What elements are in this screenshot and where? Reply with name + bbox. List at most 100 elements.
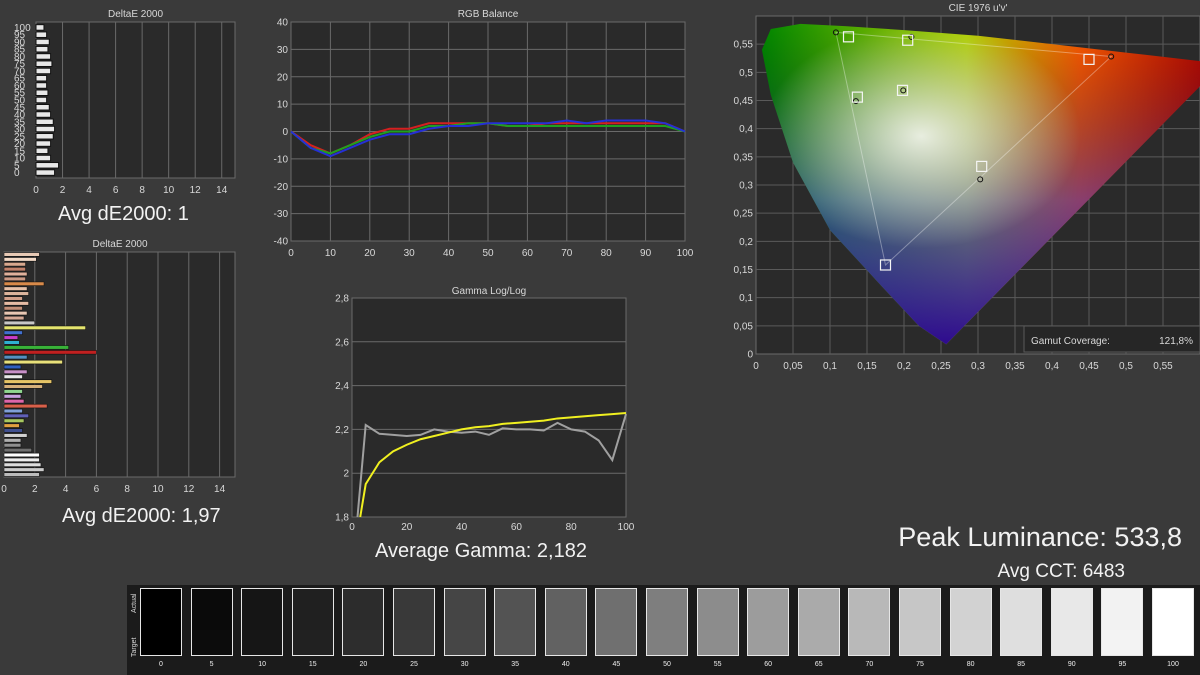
grayscale-swatch (848, 588, 891, 630)
bar (35, 103, 50, 111)
x-tick-label: 100 (618, 522, 635, 533)
gamma-target-line (359, 411, 627, 518)
grayscale-target-swatch (494, 630, 537, 656)
grayscale-step-label: 80 (966, 661, 975, 668)
grayscale-step-label: 40 (561, 661, 570, 668)
y-tick-label: 85 (14, 45, 26, 56)
bar (3, 281, 45, 286)
target-point (879, 259, 892, 271)
target-row-label: Target (131, 637, 138, 657)
grayscale-swatch (190, 588, 233, 630)
x-tick-label: 30 (404, 248, 416, 259)
actual-row-label: Actual (131, 593, 138, 613)
plot-area (35, 21, 236, 179)
bar (3, 433, 28, 438)
grayscale-swatch (1152, 588, 1194, 630)
y-tick-label: 0 (14, 168, 20, 179)
y-tick-label: 15 (14, 146, 26, 157)
x-tick-label: 0,4 (1045, 361, 1059, 372)
x-tick-label: 4 (63, 484, 69, 495)
measured-point (832, 29, 839, 36)
target-point (902, 34, 914, 46)
x-tick-label: 40 (456, 522, 468, 533)
bar (35, 140, 52, 147)
bar (3, 301, 29, 306)
x-tick-label: 10 (152, 484, 164, 495)
target-point (1083, 53, 1095, 65)
y-tick-label: 2,8 (335, 294, 349, 305)
bar (3, 408, 23, 414)
bar (3, 320, 36, 326)
grayscale-target-swatch (696, 630, 739, 656)
grayscale-step-label: 65 (814, 661, 823, 668)
bar (3, 438, 22, 443)
chart-title: CIE 1976 u'v' (949, 3, 1008, 14)
y-tick-label: 0,4 (739, 124, 753, 135)
grayscale-target-swatch (1000, 630, 1043, 656)
grayscale-step-label: 0 (159, 661, 163, 668)
grayscale-step-label: 60 (764, 661, 773, 668)
bar (3, 394, 22, 399)
x-tick-label: 0,15 (857, 361, 877, 372)
grayscale-swatch (1050, 588, 1093, 630)
grayscale-swatch (342, 588, 385, 630)
grayscale-target-swatch (595, 630, 638, 656)
grayscale-swatches: Actual Target 0 5 10 15 20 25 30 35 40 45 50 55 60 65… (127, 585, 1200, 675)
grayscale-step-label: 75 (916, 661, 924, 668)
y-tick-label: 0,25 (734, 209, 754, 220)
grayscale-step-label: 15 (308, 661, 317, 668)
grayscale-step-label: 90 (1067, 661, 1076, 668)
y-tick-label: 55 (14, 88, 26, 99)
y-tick-label: 0,1 (739, 293, 753, 304)
bar (35, 133, 54, 140)
bar (35, 24, 45, 31)
x-tick-label: 0 (753, 361, 759, 372)
grayscale-step-label: 30 (460, 661, 469, 668)
grayscale-target-swatch (747, 630, 790, 656)
deltae-colorchecker-chart: DeltaE 2000 0 2 4 6 8 10 12 14 (1, 239, 236, 495)
grayscale-step-label: 20 (359, 661, 368, 668)
grayscale-target-swatch (140, 630, 182, 656)
y-tick-label: 35 (14, 117, 26, 128)
bar (3, 315, 25, 321)
grayscale-step-label: 5 (209, 661, 214, 668)
y-tick-label: 95 (14, 30, 26, 41)
x-tick-label: 0,55 (1153, 361, 1173, 372)
bar (3, 266, 26, 272)
y-tick-label: 70 (14, 66, 26, 77)
grayscale-target-swatch (646, 630, 688, 656)
y-tick-label: 0,35 (734, 152, 754, 163)
grayscale-target-swatch (899, 630, 941, 656)
y-tick-label: -40 (274, 237, 289, 248)
grayscale-target-swatch (1152, 630, 1194, 656)
bar (35, 118, 54, 126)
y-tick-label: -10 (274, 154, 289, 165)
x-tick-label: 0,45 (1079, 361, 1099, 372)
x-tick-label: 20 (364, 248, 376, 259)
bar (3, 369, 28, 374)
bar (35, 111, 52, 118)
bar (3, 364, 22, 370)
y-tick-label: 60 (14, 81, 26, 92)
x-tick-label: 0,1 (823, 361, 837, 372)
grayscale-swatch (494, 588, 537, 630)
chart-title: RGB Balance (458, 9, 519, 20)
grayscale-swatch (443, 588, 486, 630)
y-tick-label: 75 (14, 59, 26, 70)
bar (35, 31, 48, 38)
grayscale-step-label: 25 (410, 661, 418, 668)
x-tick-label: 50 (482, 248, 494, 259)
bar (3, 330, 23, 335)
avg-de-colorchecker: Avg dE2000: 1,97 (62, 505, 221, 527)
x-tick-label: 10 (325, 248, 337, 259)
bar (3, 452, 40, 458)
x-tick-label: 14 (214, 484, 226, 495)
grayscale-swatch (595, 588, 638, 630)
x-tick-label: 0,25 (931, 361, 951, 372)
y-tick-label: 0,15 (734, 265, 754, 276)
grayscale-step-label: 35 (511, 661, 520, 668)
target-point (851, 91, 863, 103)
bar (3, 325, 86, 330)
bar (3, 428, 23, 433)
grayscale-target-swatch (949, 630, 992, 656)
